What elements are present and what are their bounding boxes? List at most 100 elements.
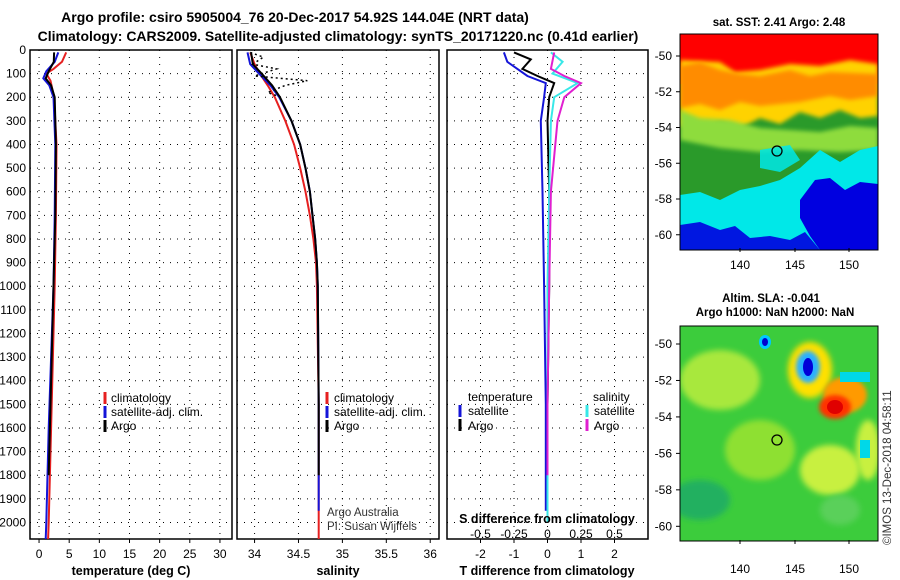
s-difference-axis-label: S difference from climatology <box>459 512 635 526</box>
sst-field <box>680 34 878 250</box>
x-tick-label: 0 <box>544 547 551 561</box>
legend-label-t-satellite: satellite <box>468 404 509 418</box>
depth-tick-label: 1600 <box>0 421 26 435</box>
title-line-1: Argo profile: csiro 5905004_76 20-Dec-20… <box>61 9 529 25</box>
latitude-tick-label: -58 <box>655 483 673 497</box>
latitude-tick-label: -56 <box>655 446 673 460</box>
temperature-axis-ticks: 0 5 10 15 20 25 30 <box>36 539 227 561</box>
latitude-tick-label: -50 <box>655 337 673 351</box>
series-argo <box>250 52 320 476</box>
latitude-tick-label: -52 <box>655 85 673 99</box>
legend-label-satellite-adj: satellite-adj. clim. <box>334 405 426 419</box>
latitude-tick-label: -56 <box>655 156 673 170</box>
sst-map-frame <box>679 33 879 251</box>
series-t-satellite <box>502 52 547 511</box>
difference-legend: temperature satellite Argo salinity sate… <box>458 390 635 433</box>
sla-map: Altim. SLA: -0.041 Argo h1000: NaN h2000… <box>655 293 879 576</box>
x-tick-label: -2 <box>475 547 486 561</box>
legend-label-argo: Argo <box>111 419 137 433</box>
x-tick-label: 15 <box>123 547 137 561</box>
latitude-tick-label: -50 <box>655 49 673 63</box>
sst-longitude-ticks: 140 145 150 <box>730 248 859 272</box>
longitude-tick-label: 140 <box>730 258 750 272</box>
difference-panel: -2 -1 0 1 2 T difference from climatology S … <box>446 49 649 578</box>
depth-tick-label: 800 <box>6 232 26 246</box>
x-tick-label: 5 <box>66 547 73 561</box>
salinity-profiles <box>246 51 320 539</box>
depth-tick-label: 600 <box>6 185 26 199</box>
legend-label-satellite-adj: satellite-adj. clim. <box>111 405 203 419</box>
longitude-tick-label: 140 <box>730 562 750 576</box>
legend-label-s-satellite: satellite <box>594 404 635 418</box>
legend-label-argo: Argo <box>334 419 360 433</box>
temperature-axis-label: temperature (deg C) <box>72 564 191 578</box>
sla-latitude-ticks: -50 -52 -54 -56 -58 -60 <box>655 337 680 533</box>
longitude-tick-label: 145 <box>785 258 805 272</box>
depth-tick-label: 900 <box>6 256 26 270</box>
legend-title-temperature: temperature <box>468 390 533 404</box>
latitude-tick-label: -52 <box>655 373 673 387</box>
sla-map-frame <box>679 325 879 542</box>
annotation-argo-australia: Argo Australia <box>327 507 399 519</box>
x-tick-label: 35.5 <box>375 547 399 561</box>
imos-credit: ©IMOS 13-Dec-2018 04:58:11 <box>882 390 894 545</box>
latitude-tick-label: -60 <box>655 228 673 242</box>
depth-tick-label: 0 <box>19 43 26 57</box>
x-tick-label: 36 <box>424 547 438 561</box>
salinity-axis-ticks: 34 34.5 35 35.5 36 <box>248 539 437 561</box>
x-tick-label: 2 <box>611 547 618 561</box>
s-diff-tick-label: 0 <box>544 527 551 541</box>
temperature-profiles <box>42 51 68 540</box>
depth-tick-label: 2000 <box>0 515 26 529</box>
x-tick-label: 30 <box>213 547 227 561</box>
longitude-tick-label: 150 <box>839 562 859 576</box>
x-tick-label: 0 <box>36 547 43 561</box>
sla-longitude-ticks: 140 145 150 <box>730 540 859 576</box>
depth-tick-label: 1900 <box>0 492 26 506</box>
x-tick-label: 35 <box>336 547 350 561</box>
legend-label-climatology: climatology <box>334 391 394 405</box>
x-tick-label: -1 <box>509 547 520 561</box>
temperature-gridlines <box>30 49 232 539</box>
sla-argo-location-marker <box>771 434 783 446</box>
depth-tick-label: 200 <box>6 90 26 104</box>
latitude-tick-label: -60 <box>655 519 673 533</box>
depth-axis-labels: 0 100 200 300 400 500 600 700 800 900 1000 1100 1200… <box>0 43 26 529</box>
salinity-axis-label: salinity <box>316 564 359 578</box>
depth-tick-label: 1800 <box>0 468 26 482</box>
s-diff-tick-label: -0.5 <box>470 527 491 541</box>
legend-label-t-argo: Argo <box>468 419 494 433</box>
title-line-2: Climatology: CARS2009. Satellite-adjuste… <box>38 28 639 44</box>
s-difference-axis-ticks: -0.5 -0.25 0 0.25 0.5 <box>470 527 623 541</box>
x-tick-label: 1 <box>578 547 585 561</box>
depth-tick-label: 300 <box>6 114 26 128</box>
legend-label-s-argo: Argo <box>594 419 620 433</box>
sst-map-title: sat. SST: 2.41 Argo: 2.48 <box>713 17 846 29</box>
depth-tick-label: 1400 <box>0 374 26 388</box>
depth-tick-label: 500 <box>6 161 26 175</box>
depth-tick-label: 1000 <box>0 279 26 293</box>
depth-tick-label: 100 <box>6 67 26 81</box>
x-tick-label: 10 <box>93 547 107 561</box>
sla-map-title-1: Altim. SLA: -0.041 <box>722 293 820 305</box>
latitude-tick-label: -58 <box>655 192 673 206</box>
depth-tick-label: 700 <box>6 208 26 222</box>
temperature-frame <box>29 49 233 540</box>
x-tick-label: 20 <box>153 547 167 561</box>
depth-tick-label: 1200 <box>0 326 26 340</box>
series-climatology <box>249 52 320 539</box>
s-diff-tick-label: -0.25 <box>500 527 528 541</box>
temperature-panel: 0100200300400500600700800900100011001200… <box>0 43 233 578</box>
salinity-frame <box>236 49 440 540</box>
sst-argo-location-marker <box>771 145 783 157</box>
t-difference-axis-ticks: -2 -1 0 1 2 <box>475 539 618 561</box>
depth-tick-label: 1500 <box>0 397 26 411</box>
depth-tick-label: 1700 <box>0 445 26 459</box>
sla-field <box>680 326 878 541</box>
salinity-legend: climatology satellite-adj. clim. Argo <box>325 391 426 433</box>
x-tick-label: 34 <box>248 547 262 561</box>
series-argo-dotted- <box>249 51 308 98</box>
sst-map: sat. SST: 2.41 Argo: 2.48 -50-52-54-56-5… <box>655 17 879 272</box>
longitude-tick-label: 145 <box>785 562 805 576</box>
